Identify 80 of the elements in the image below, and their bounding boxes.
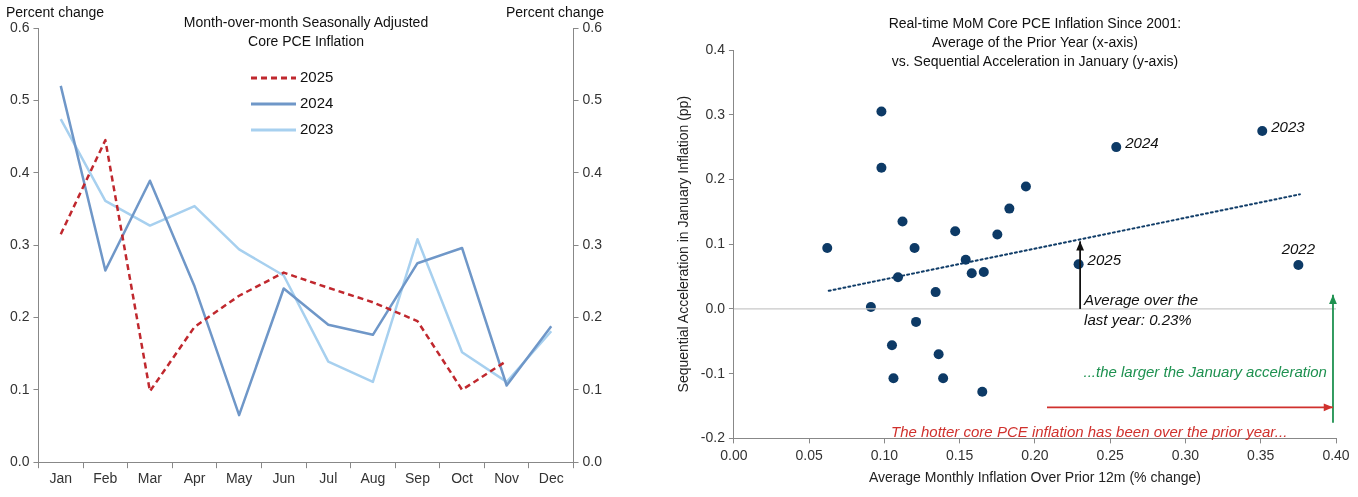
y2-tick-label: 0.2 (582, 308, 603, 325)
legend-label: 2023 (300, 120, 334, 138)
x-tick-label: 0.25 (1096, 446, 1125, 463)
point (992, 229, 1003, 240)
y2-tick-label: 0.1 (582, 380, 603, 397)
y-tick-label: 0.3 (705, 105, 726, 122)
x-tick-label: Nov (494, 470, 520, 487)
y2-tick-label: 0.3 (582, 235, 603, 252)
point (1293, 259, 1304, 270)
point (938, 373, 949, 384)
point (1020, 181, 1031, 192)
x-tick-label: Dec (538, 470, 564, 487)
x-tick-label: Mar (137, 470, 163, 487)
point (978, 267, 989, 278)
y-tick-label: -0.2 (700, 429, 726, 446)
point (897, 216, 908, 227)
y-axis-title: Percent change (6, 3, 105, 20)
point (892, 272, 903, 283)
chart-title: Month-over-month Seasonally Adjusted Core PCE Inflation (183, 13, 429, 49)
x-tick-label: 0.40 (1322, 446, 1350, 463)
point (886, 340, 897, 351)
x-tick-label: Oct (451, 470, 474, 487)
y-tick-label: -0.1 (700, 364, 726, 381)
annotation: 2023 (1270, 118, 1306, 136)
x-tick-label: Aug (360, 470, 386, 487)
point (888, 373, 899, 384)
x-tick-label: May (225, 470, 253, 487)
x-tick-label: 0.30 (1171, 446, 1200, 463)
point (966, 268, 977, 279)
annotation: 2025 (1086, 251, 1122, 269)
point (822, 243, 833, 254)
y-tick-label: 0.0 (705, 299, 726, 316)
y-tick-label: 0.1 (705, 235, 726, 252)
annotation: 2022 (1280, 239, 1316, 257)
x-tick-label: 0.00 (720, 446, 748, 463)
point (909, 243, 920, 254)
point (933, 349, 944, 360)
point (911, 316, 922, 327)
x-tick-label: Sep (405, 470, 431, 487)
point (930, 287, 941, 298)
point (950, 226, 961, 237)
point (960, 254, 971, 265)
y2-tick-label: 0.5 (582, 91, 603, 108)
x-tick-label: Feb (93, 470, 118, 487)
y2-tick-label: 0.4 (582, 163, 603, 180)
x-tick-label: 0.15 (946, 446, 974, 463)
x-tick-label: 0.20 (1021, 446, 1049, 463)
y-tick-label: 0.1 (9, 380, 30, 397)
point (1004, 203, 1015, 214)
y-tick-label: 0.6 (9, 18, 30, 35)
y2-tick-label: 0.0 (582, 453, 603, 470)
y-tick-label: 0.4 (705, 40, 726, 57)
point (876, 106, 887, 117)
point (876, 162, 887, 173)
x-tick-label: Jul (319, 470, 338, 487)
y-axis-title: Sequential Acceleration in January Inflation (pp) (675, 95, 692, 393)
y-tick-label: 0.4 (9, 163, 30, 180)
y-tick-label: 0.2 (705, 170, 726, 187)
x-tick-label: 0.05 (795, 446, 824, 463)
x-tick-label: Apr (183, 470, 206, 487)
y-tick-label: 0.2 (9, 308, 30, 325)
annotation: ...the larger the January acceleration (1083, 362, 1327, 380)
point (977, 386, 988, 397)
y-tick-label: 0.5 (9, 91, 30, 108)
annotation: Average over the last year: 0.23% (1083, 290, 1199, 328)
legend-label: 2024 (300, 94, 334, 112)
point (1111, 142, 1122, 153)
x-tick-label: Jun (272, 470, 295, 487)
y2-axis-title: Percent change (505, 3, 605, 20)
annotation: 2024 (1124, 134, 1159, 152)
x-tick-label: 0.35 (1247, 446, 1275, 463)
point (1257, 125, 1268, 136)
legend-label: 2025 (300, 68, 334, 86)
x-axis-title: Average Monthly Inflation Over Prior 12m (% change) (868, 469, 1201, 486)
chart-title: Real-time MoM Core PCE Inflation Since 2001: Average of the Prior Year (x-axis) vs. Sequential Acceleration in January (y-axis) (888, 14, 1182, 69)
annotation: The hotter core PCE inflation has been over the prior year... (890, 422, 1288, 440)
y-tick-label: 0.3 (9, 235, 30, 252)
y-tick-label: 0.0 (9, 453, 30, 470)
x-tick-label: 0.10 (870, 446, 899, 463)
x-tick-label: Jan (49, 470, 73, 487)
